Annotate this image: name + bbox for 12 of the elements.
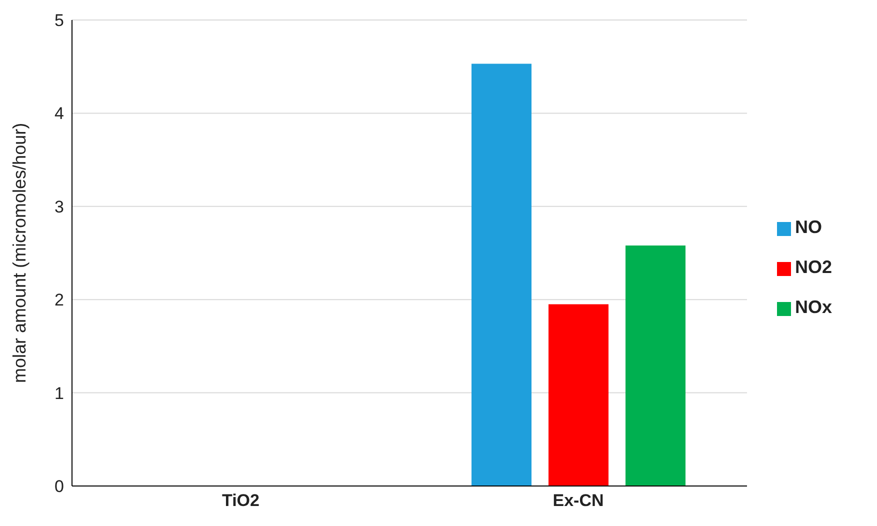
y-tick-label: 1 <box>54 384 64 403</box>
y-tick-label: 4 <box>54 104 64 124</box>
y-tick-label: 5 <box>54 11 64 30</box>
y-tick-label: 0 <box>54 477 64 496</box>
x-tick-label: TiO2 <box>222 491 260 510</box>
x-tick-label: Ex-CN <box>552 491 604 510</box>
y-tick-label: 3 <box>54 197 64 216</box>
legend-label: NO <box>795 217 822 237</box>
legend-label: NOx <box>795 297 832 317</box>
y-tick-label: 2 <box>54 290 64 310</box>
y-axis-title: molar amount (micromoles/hour) <box>9 122 30 383</box>
legend-label: NO2 <box>795 257 832 277</box>
